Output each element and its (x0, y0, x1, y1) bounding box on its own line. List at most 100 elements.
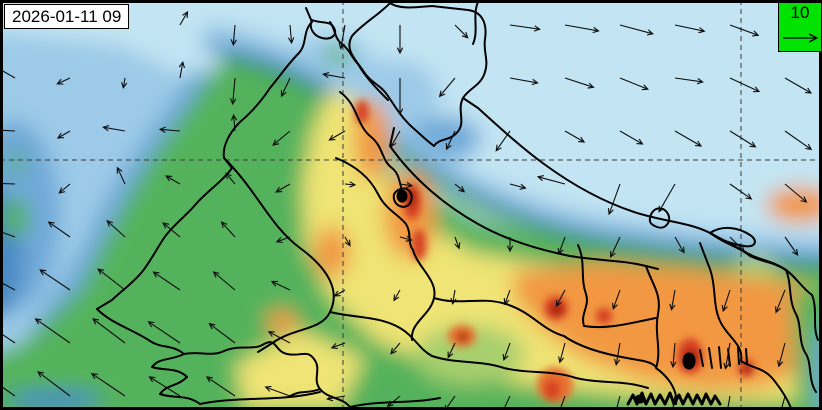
wind-arrow (607, 183, 621, 216)
wind-arrow (784, 236, 799, 257)
wind-arrow (328, 130, 346, 141)
wind-arrow (92, 318, 126, 344)
wind-arrow (564, 24, 600, 34)
boundary-line (709, 227, 756, 248)
wind-arrow (386, 395, 401, 408)
wind-arrow (674, 130, 703, 147)
wind-arrow (178, 60, 186, 79)
wind-arrow (674, 24, 706, 34)
wind-arrow (658, 183, 676, 213)
wind-arrow (674, 236, 685, 254)
wind-arrow (396, 25, 404, 55)
wind-arrow (619, 77, 649, 91)
wind-arrow (102, 124, 126, 132)
wind-arrow (56, 77, 71, 85)
wind-arrow (162, 222, 181, 238)
wind-arrow (784, 130, 813, 151)
boundary-line (96, 308, 351, 408)
wind-arrow (721, 289, 731, 313)
boundary-line (410, 249, 565, 341)
wind-arrow (230, 113, 238, 132)
wind-arrow (267, 331, 291, 344)
wind-arrow (230, 24, 237, 47)
wind-arrow (784, 77, 813, 94)
wind-arrow (447, 342, 456, 359)
boundary-line (309, 19, 336, 40)
wind-arrow (264, 385, 291, 397)
wind-arrow (729, 183, 753, 200)
wind-arrow (390, 130, 401, 148)
wind-arrow (326, 395, 346, 402)
wind-arrow (0, 66, 16, 79)
boundary-line (648, 207, 671, 229)
wind-arrow (558, 342, 566, 364)
wind-arrow (559, 395, 566, 410)
wind-arrow (454, 183, 466, 193)
city-mark (396, 189, 408, 203)
wind-arrow (613, 342, 621, 366)
wind-scale-value: 10 (790, 3, 810, 22)
wind-arrow (454, 236, 461, 250)
wind-arrow (503, 289, 511, 306)
wind-arrow (399, 235, 413, 242)
wind-arrow (509, 77, 539, 86)
wind-arrow (212, 271, 236, 291)
city-mark (634, 394, 646, 404)
timestamp-text: 2026-01-11 09 (12, 7, 122, 26)
wind-arrow (275, 183, 291, 193)
wind-arrow (148, 376, 181, 397)
wind-arrow (280, 77, 291, 98)
wind-arrow (97, 268, 126, 291)
hotspot-layer (355, 100, 754, 403)
wind-scale-legend: 10 (778, 2, 822, 52)
wind-arrow (147, 321, 181, 344)
wind-arrow (39, 269, 71, 291)
wind-arrow (121, 77, 128, 90)
wind-arrow (670, 342, 677, 369)
wind-arrow (557, 236, 566, 256)
wind-arrow (390, 342, 401, 355)
wind-arrow (0, 332, 16, 344)
wind-arrow (152, 271, 181, 291)
boundary-line (199, 355, 649, 408)
boundary-line (711, 233, 787, 271)
wind-arrow (229, 77, 237, 106)
wind-arrow (509, 183, 527, 190)
wind-arrow (450, 289, 457, 306)
wind-arrow (611, 289, 621, 310)
timestamp-badge: 2026-01-11 09 (4, 4, 130, 29)
wind-arrow (106, 220, 126, 238)
wind-arrow (272, 130, 291, 146)
wind-arrow (220, 221, 236, 238)
wind-arrow (729, 24, 760, 37)
wind-arrow (158, 126, 181, 133)
wind-arrow (396, 78, 404, 116)
wind-arrow (322, 71, 346, 79)
reference-arrow-icon (783, 33, 819, 43)
boundary-layer (96, 1, 819, 409)
wind-arrow (729, 236, 745, 252)
wind-arrow (729, 77, 761, 93)
wind-arrow (37, 371, 71, 397)
wind-arrow (564, 130, 586, 143)
wind-arrow (509, 24, 541, 32)
wind-arrow (445, 130, 456, 151)
wind-arrow (270, 280, 291, 291)
boundary-line (785, 269, 817, 393)
wind-arrow (90, 372, 126, 397)
wind-arrow (784, 183, 808, 203)
wind-arrow (56, 130, 71, 139)
wind-arrow (564, 77, 595, 89)
wind-arrow (674, 77, 704, 85)
wind-arrow (777, 342, 786, 368)
wind-arrow (619, 24, 654, 36)
wind-arrow (47, 221, 71, 238)
wind-arrow (344, 181, 357, 188)
wind-arrow (729, 130, 757, 148)
wind-arrow (344, 236, 351, 247)
boundary-line (699, 346, 748, 369)
wind-arrow (58, 183, 71, 194)
